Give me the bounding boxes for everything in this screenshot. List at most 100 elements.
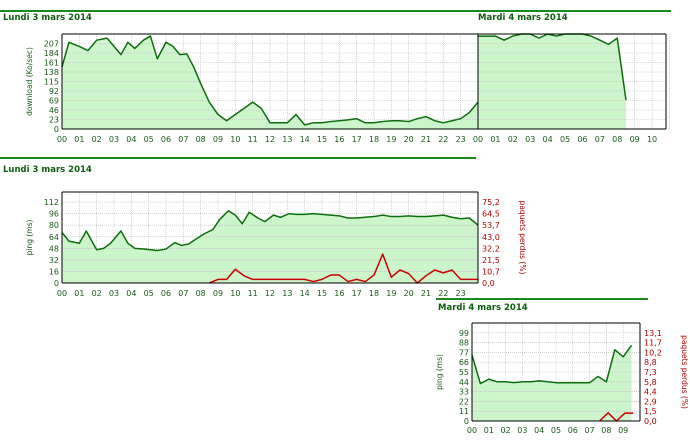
series-area [472, 345, 632, 421]
x-tick-label: 09 [618, 426, 628, 435]
y-tick-label: 44 [459, 378, 469, 387]
y2-tick-label: 0,0 [644, 417, 657, 426]
x-tick-label: 06 [568, 426, 578, 435]
x-tick-label: 03 [525, 135, 535, 144]
series-area [62, 36, 478, 129]
y-tick-label: 33 [459, 388, 469, 397]
y-axis-title: ping (ms) [25, 220, 34, 256]
y-tick-label: 23 [49, 116, 59, 125]
y-tick-label: 69 [49, 97, 59, 106]
series-line [478, 33, 627, 101]
y-tick-label: 88 [459, 339, 469, 348]
x-tick-label: 07 [585, 426, 595, 435]
x-tick-label: 01 [74, 135, 84, 144]
y-tick-label: 0 [464, 417, 469, 426]
x-tick-label: 00 [57, 289, 67, 298]
x-tick-label: 21 [421, 289, 431, 298]
y2-tick-label: 43,0 [482, 233, 500, 242]
x-tick-label: 17 [352, 289, 362, 298]
x-tick-label: 10 [230, 289, 240, 298]
x-tick-label: 00 [473, 135, 483, 144]
x-tick-label: 01 [74, 289, 84, 298]
x-tick-label: 06 [577, 135, 587, 144]
y-tick-label: 22 [459, 397, 469, 406]
y2-tick-label: 0,0 [482, 279, 495, 288]
x-tick-label: 22 [438, 135, 448, 144]
y-tick-label: 161 [44, 59, 59, 68]
chart-title: Mardi 4 mars 2014 [478, 13, 568, 23]
y-tick-label: 46 [49, 106, 59, 115]
y-tick-label: 115 [44, 78, 59, 87]
x-tick-label: 16 [334, 289, 344, 298]
y-tick-label: 64 [49, 233, 59, 242]
x-tick-label: 05 [560, 135, 570, 144]
y-axis-title: download (Ko/sec) [25, 47, 34, 116]
series-line [471, 344, 633, 385]
y2-tick-label: 2,9 [644, 397, 657, 406]
x-tick-label: 18 [369, 289, 379, 298]
series-line [61, 210, 479, 252]
y-tick-label: 77 [459, 348, 469, 357]
chart-dl-tuesday: Mardi 4 mars 2014 00 01 02 03 04 05 06 07 08 09 10 [473, 10, 671, 144]
x-tick-label: 04 [126, 135, 136, 144]
x-tick-label: 10 [647, 135, 657, 144]
chart-title: Mardi 4 mars 2014 [438, 303, 528, 313]
x-tick-label: 05 [144, 289, 154, 298]
x-tick-label: 22 [438, 289, 448, 298]
y2-tick-label: 21,5 [482, 256, 500, 265]
y-tick-label: 0 [54, 125, 59, 134]
x-tick-label: 09 [213, 135, 223, 144]
chart-ping-tuesday: Mardi 4 mars 201401122334455667788990,01… [435, 298, 689, 435]
x-tick-label: 23 [456, 289, 466, 298]
chart-title: Lundi 3 mars 2014 [3, 13, 92, 23]
header-rule [474, 10, 671, 12]
y2-tick-label: 7,3 [644, 368, 657, 377]
x-tick-label: 09 [630, 135, 640, 144]
x-tick-label: 07 [178, 289, 188, 298]
x-tick-label: 06 [161, 135, 171, 144]
y2-tick-label: 1,5 [644, 407, 657, 416]
y-tick-label: 184 [44, 49, 59, 58]
x-tick-label: 05 [551, 426, 561, 435]
y2-tick-label: 13,1 [644, 329, 662, 338]
y-tick-label: 16 [49, 267, 59, 276]
x-tick-label: 09 [213, 289, 223, 298]
x-tick-label: 00 [57, 135, 67, 144]
y-tick-label: 207 [44, 40, 59, 49]
x-tick-label: 07 [595, 135, 605, 144]
x-tick-label: 02 [501, 426, 511, 435]
x-tick-label: 11 [248, 289, 258, 298]
x-tick-label: 19 [386, 289, 396, 298]
x-tick-label: 08 [196, 289, 206, 298]
x-tick-label: 08 [612, 135, 622, 144]
y2-axis-title: paquets perdus (%) [518, 201, 527, 275]
x-tick-label: 14 [300, 289, 310, 298]
y-tick-label: 48 [49, 244, 59, 253]
x-tick-label: 02 [92, 289, 102, 298]
y-tick-label: 0 [54, 279, 59, 288]
x-tick-label: 03 [517, 426, 527, 435]
y-tick-label: 96 [49, 210, 59, 219]
chart-ping-monday: Lundi 3 mars 2014 0 16 32 48 64 80 96 112 0,0 10,7… [0, 157, 527, 298]
x-tick-label: 03 [109, 135, 119, 144]
x-tick-label: 04 [543, 135, 553, 144]
y-tick-label: 55 [459, 368, 469, 377]
x-tick-label: 02 [508, 135, 518, 144]
x-tick-label: 17 [352, 135, 362, 144]
y2-axis-title: paquets perdus (%) [680, 335, 689, 409]
y-tick-label: 32 [49, 256, 59, 265]
y2-tick-label: 64,5 [482, 210, 500, 219]
x-tick-label: 18 [369, 135, 379, 144]
x-tick-label: 11 [248, 135, 258, 144]
x-tick-label: 13 [282, 135, 292, 144]
header-rule [0, 10, 474, 12]
x-tick-label: 04 [534, 426, 544, 435]
x-tick-label: 10 [230, 135, 240, 144]
y-axis-title: ping (ms) [435, 354, 444, 390]
y2-tick-label: 4,4 [644, 388, 657, 397]
x-tick-label: 15 [317, 135, 327, 144]
y2-tick-label: 8,8 [644, 358, 657, 367]
x-tick-label: 20 [404, 289, 414, 298]
y-tick-label: 80 [49, 221, 59, 230]
y2-tick-label: 75,2 [482, 198, 500, 207]
